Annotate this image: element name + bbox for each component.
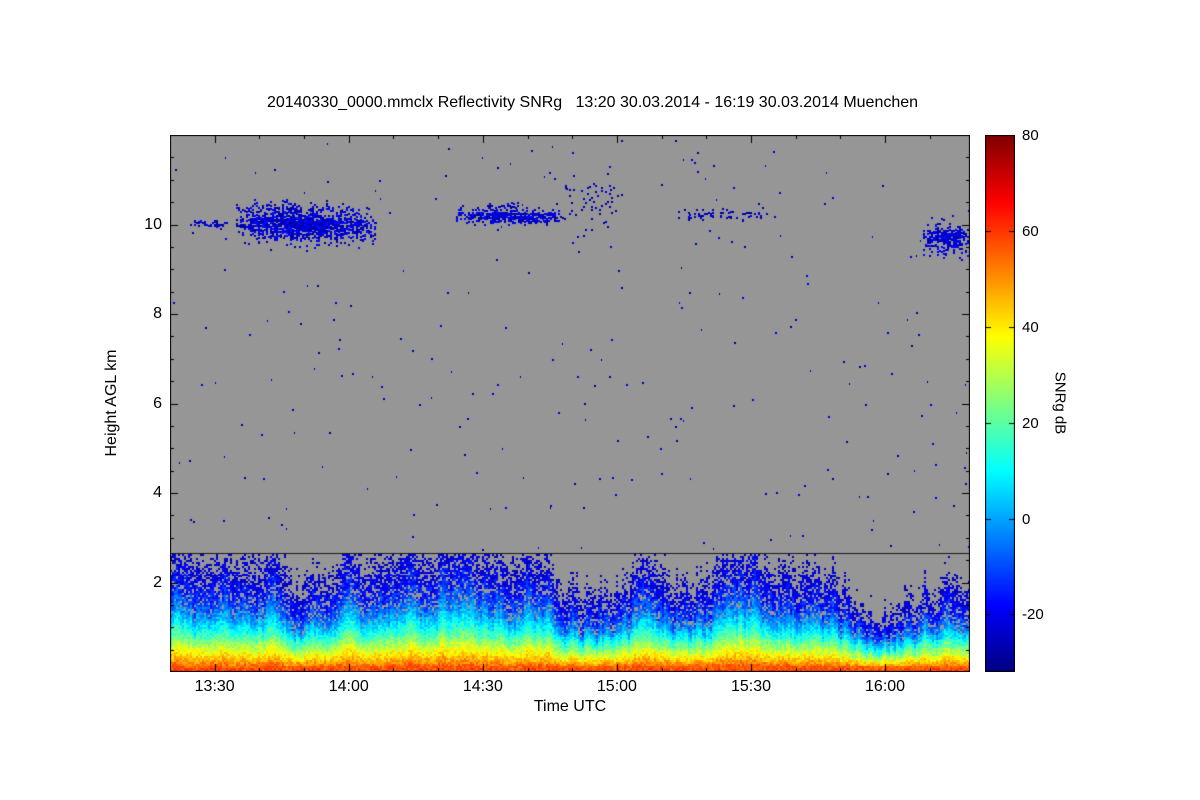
y-tick-label: 8 [153, 305, 162, 322]
colorbar-tick-label: -20 [1022, 606, 1044, 624]
x-tick-label: 14:30 [462, 678, 503, 695]
x-tick-label: 16:00 [865, 678, 906, 695]
y-tick-label: 2 [153, 573, 162, 591]
y-tick-label: 6 [153, 394, 162, 412]
heatmap-plot [170, 135, 970, 672]
chart-title: 20140330_0000.mmclx Reflectivity SNRg 13… [266, 94, 919, 111]
colorbar-tick-label: 20 [1022, 414, 1039, 432]
x-tick-label: 15:30 [730, 678, 772, 695]
x-tick-label: 15:00 [596, 678, 637, 695]
x-tick-label: 14:00 [328, 678, 369, 695]
y-tick-label: 10 [144, 215, 162, 233]
x-axis-label: Time UTC [533, 698, 607, 715]
x-tick-label: 13:30 [194, 678, 235, 695]
colorbar-tick-label: 80 [1022, 127, 1039, 144]
colorbar-tick-label: 0 [1022, 510, 1031, 528]
colorbar [985, 135, 1015, 672]
colorbar-tick-label: 40 [1022, 318, 1039, 336]
colorbar-tick-label: 60 [1022, 222, 1039, 240]
y-tick-label: 4 [153, 484, 162, 501]
